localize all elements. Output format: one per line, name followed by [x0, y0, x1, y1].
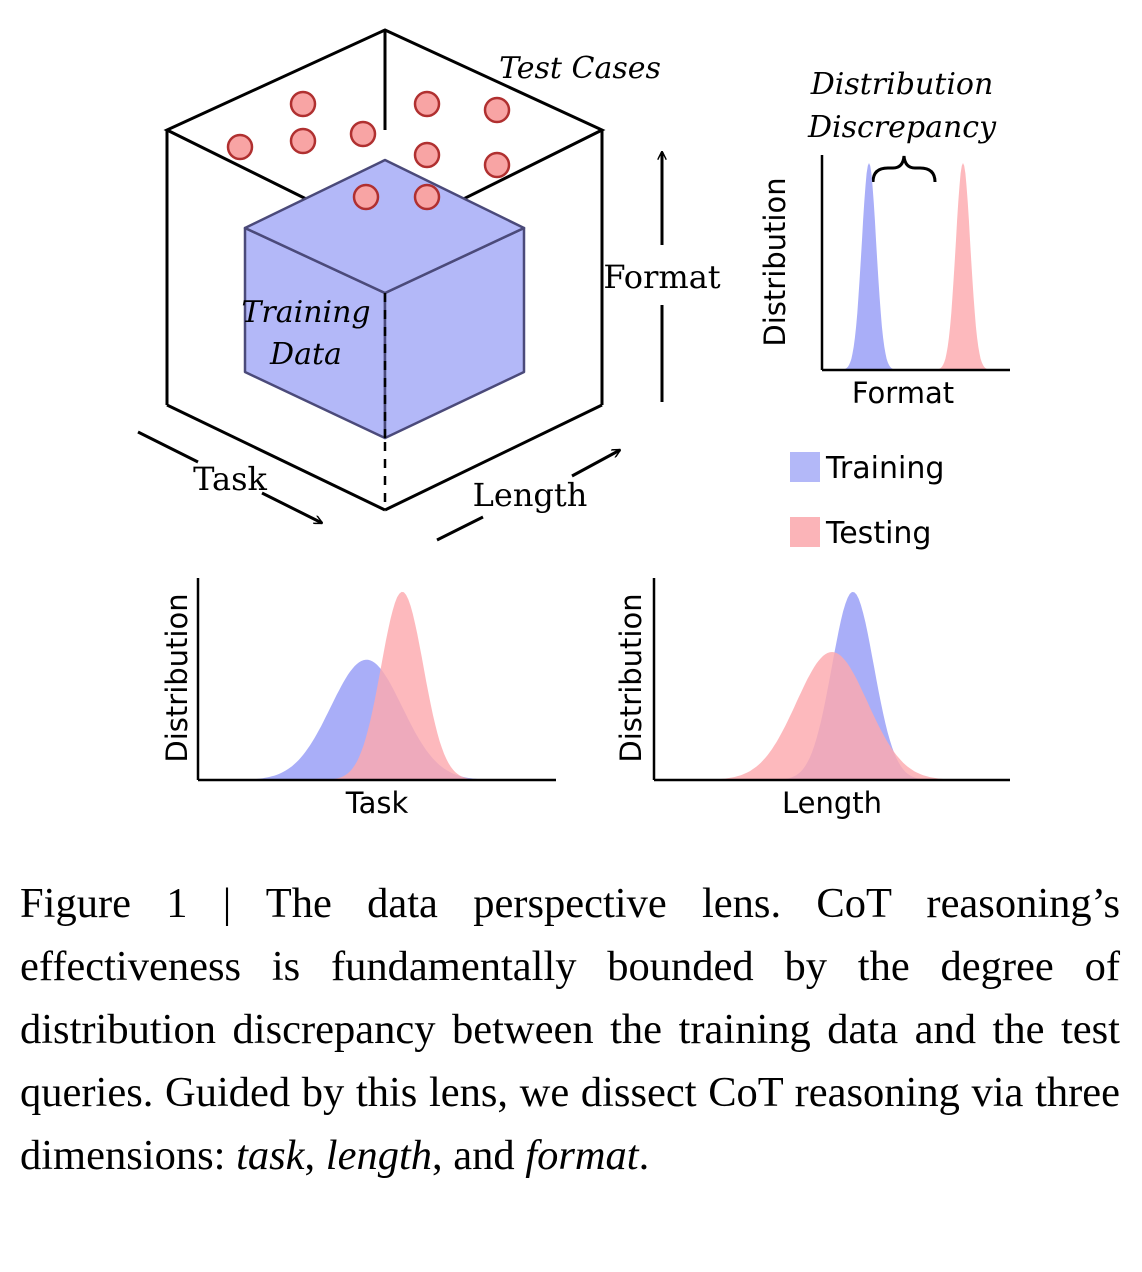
y-axis-label: Distribution [614, 593, 648, 762]
test-case-dot [352, 183, 380, 211]
legend-label-training: Training [825, 451, 944, 486]
test-cases [226, 90, 511, 211]
test-case-dot [413, 90, 441, 118]
discrepancy-brace [871, 155, 937, 183]
legend-label-testing: Testing [825, 516, 931, 551]
x-axis-label: Length [782, 786, 882, 820]
length-axis-arrow [571, 448, 620, 478]
caption-dimension-length: length [325, 1132, 433, 1179]
format-axis-label: Format [603, 258, 720, 296]
legend: Training Testing [790, 451, 944, 551]
caption-separator: , [304, 1132, 326, 1179]
caption-dimension-format: format [525, 1132, 639, 1179]
caption-separator: , and [432, 1132, 526, 1179]
series-area-testing [822, 163, 1010, 370]
figure-caption: Figure 1 | The data perspective lens. Co… [20, 872, 1120, 1187]
test-case-dot [483, 151, 511, 179]
outer-cube-edge [384, 403, 603, 512]
format-distribution-chart: Format Distribution [758, 155, 1010, 410]
series-area-training [822, 163, 1010, 370]
training-data-cube [243, 158, 526, 440]
discrepancy-label-line1: Distribution [810, 67, 994, 102]
length-axis-label: Length [473, 476, 588, 514]
test-case-dot [349, 120, 377, 148]
figure-1: Test Cases Training Data Task Length For… [137, 28, 1010, 820]
length-axis-arrow-bottom [436, 515, 484, 542]
x-axis-label: Format [852, 376, 954, 410]
x-axis-label: Task [345, 786, 409, 820]
test-cases-label: Test Cases [499, 51, 661, 86]
task-axis-arrow-top [137, 430, 199, 464]
hidden-edge-right [384, 128, 603, 240]
y-axis-label: Distribution [758, 177, 792, 346]
discrepancy-label-line2: Discrepancy [807, 110, 997, 145]
task-axis-label: Task [193, 460, 267, 498]
series-area-testing [654, 652, 1010, 780]
caption-dimension-task: task [236, 1132, 305, 1179]
hidden-edge-left [166, 128, 386, 240]
series-area-testing [198, 591, 556, 780]
task-axis-arrow [261, 491, 322, 525]
test-case-dot [289, 127, 317, 155]
test-case-dot [226, 133, 254, 161]
y-axis-label: Distribution [160, 593, 194, 762]
legend-swatch-testing [790, 517, 820, 547]
caption-tail: . [638, 1132, 650, 1179]
training-data-label-line1: Training [241, 295, 370, 330]
length-distribution-chart: Length Distribution [614, 578, 1010, 820]
test-case-dot [413, 141, 441, 169]
test-case-dot [289, 90, 317, 118]
legend-swatch-training [790, 452, 820, 482]
task-distribution-chart: Task Distribution [160, 578, 556, 820]
test-case-dot [483, 96, 511, 124]
caption-lead: Figure 1 | The data perspective lens. Co… [20, 880, 1120, 1179]
test-case-dot [413, 183, 441, 211]
outer-cube-edge [166, 403, 386, 512]
training-data-label-line2: Data [269, 337, 342, 372]
